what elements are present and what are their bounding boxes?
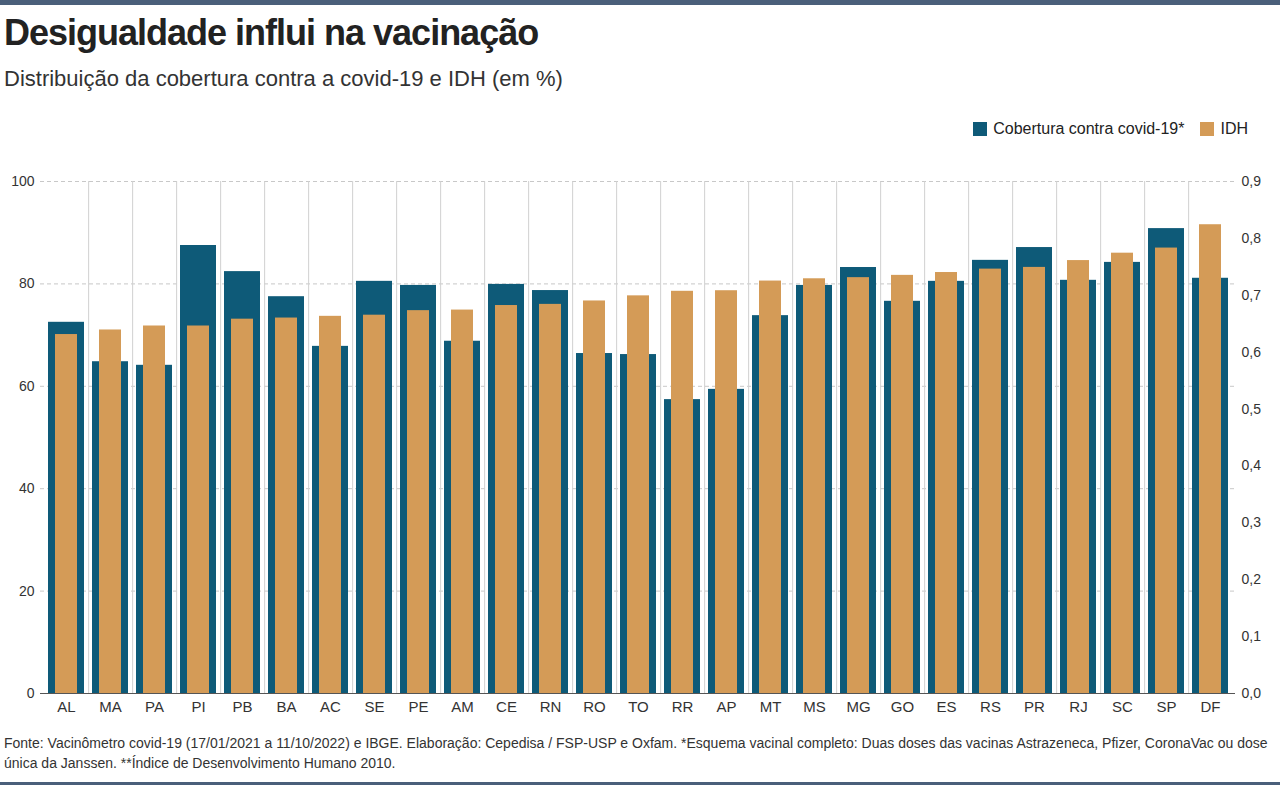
svg-text:TO: TO bbox=[628, 698, 649, 715]
svg-text:20: 20 bbox=[19, 583, 35, 599]
html-text:IDH: IDH bbox=[1220, 120, 1248, 137]
svg-text:0: 0 bbox=[27, 685, 35, 701]
svg-text:ES: ES bbox=[936, 698, 956, 715]
svg-text:MA: MA bbox=[99, 698, 122, 715]
svg-text:RJ: RJ bbox=[1069, 698, 1087, 715]
svg-text:AM: AM bbox=[451, 698, 474, 715]
svg-text:80: 80 bbox=[19, 275, 35, 291]
svg-text:RN: RN bbox=[540, 698, 562, 715]
svg-text:PI: PI bbox=[191, 698, 205, 715]
svg-text:60: 60 bbox=[19, 378, 35, 394]
svg-text:MG: MG bbox=[846, 698, 870, 715]
svg-text:RS: RS bbox=[980, 698, 1001, 715]
svg-text:0,7: 0,7 bbox=[1242, 287, 1262, 303]
svg-text:100: 100 bbox=[11, 173, 35, 189]
svg-text:SP: SP bbox=[1156, 698, 1176, 715]
svg-text:GO: GO bbox=[891, 698, 914, 715]
html-text:Desigualdade influi na vacinaç: Desigualdade influi na vacinação bbox=[4, 12, 539, 53]
svg-text:RR: RR bbox=[672, 698, 694, 715]
svg-text:0,5: 0,5 bbox=[1242, 401, 1262, 417]
svg-text:SE: SE bbox=[364, 698, 384, 715]
svg-text:SC: SC bbox=[1112, 698, 1133, 715]
svg-text:PA: PA bbox=[145, 698, 164, 715]
svg-text:AL: AL bbox=[57, 698, 75, 715]
svg-text:0,6: 0,6 bbox=[1242, 344, 1262, 360]
svg-text:0,4: 0,4 bbox=[1242, 457, 1262, 473]
svg-text:BA: BA bbox=[276, 698, 296, 715]
svg-text:0,9: 0,9 bbox=[1242, 173, 1262, 189]
svg-text:0,0: 0,0 bbox=[1242, 685, 1262, 701]
svg-text:MT: MT bbox=[760, 698, 782, 715]
svg-text:PB: PB bbox=[232, 698, 252, 715]
svg-text:RO: RO bbox=[583, 698, 606, 715]
html-text:Cobertura contra covid-19*: Cobertura contra covid-19* bbox=[993, 120, 1185, 137]
svg-text:0,3: 0,3 bbox=[1242, 514, 1262, 530]
svg-text:PE: PE bbox=[408, 698, 428, 715]
svg-text:0,2: 0,2 bbox=[1242, 571, 1262, 587]
svg-text:MS: MS bbox=[803, 698, 826, 715]
svg-text:0,8: 0,8 bbox=[1242, 230, 1262, 246]
svg-text:AP: AP bbox=[716, 698, 736, 715]
html-text:Fonte: Vacinômetro covid-19 (1: Fonte: Vacinômetro covid-19 (17/01/2021 … bbox=[4, 735, 1268, 771]
svg-text:40: 40 bbox=[19, 480, 35, 496]
svg-text:DF: DF bbox=[1201, 698, 1221, 715]
svg-text:AC: AC bbox=[320, 698, 341, 715]
svg-text:CE: CE bbox=[496, 698, 517, 715]
svg-text:PR: PR bbox=[1024, 698, 1045, 715]
html-text:Distribuição da cobertura cont: Distribuição da cobertura contra a covid… bbox=[4, 66, 563, 91]
svg-text:0,1: 0,1 bbox=[1242, 628, 1262, 644]
